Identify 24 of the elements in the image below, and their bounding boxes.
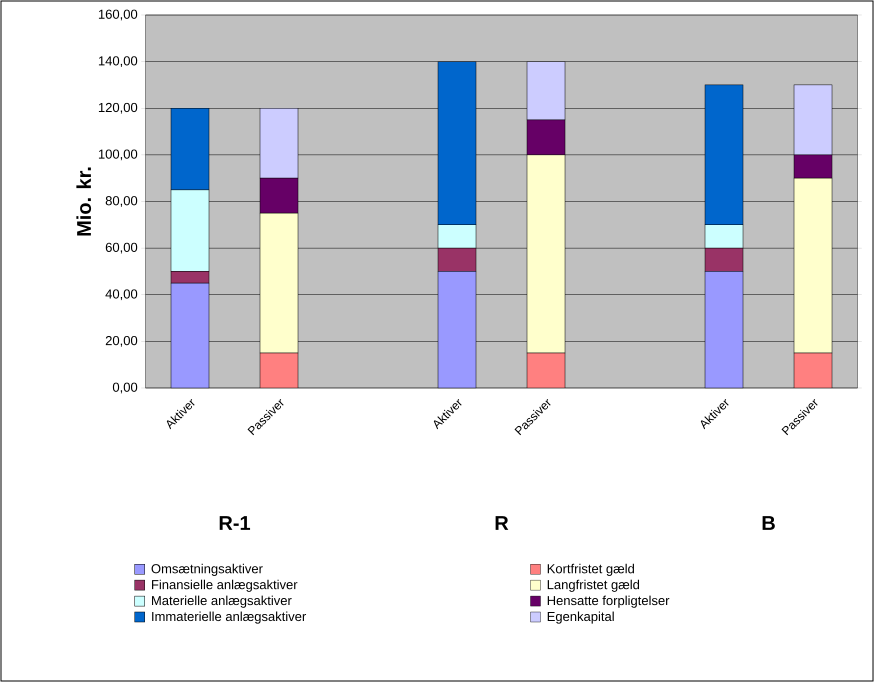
text: R — [496, 516, 508, 530]
legend-label: Finansielle anlægsaktiver — [152, 580, 298, 592]
legend-label: Kortfristet gæld — [548, 564, 634, 576]
y-tick-label: 40,00 — [105, 289, 138, 300]
y-tick-label: 160,00 — [98, 10, 138, 20]
y-tick-label: 20,00 — [106, 336, 138, 347]
bar — [794, 352, 832, 388]
y-tick-label: 140,00 — [98, 56, 138, 67]
text: B — [762, 516, 775, 530]
legend-label: Langfristet gæld — [548, 580, 640, 592]
y-axis-title: Mio. kr. — [76, 167, 92, 236]
legend-label: Omsætningsaktiver — [152, 564, 263, 576]
bar — [260, 352, 298, 388]
legend-label: Hensatte forpligtelser — [548, 596, 670, 608]
legend-label: Egenkapital — [548, 612, 614, 624]
y-tick-label: 120,00 — [98, 102, 138, 114]
y-tick-label: 60,00 — [106, 242, 138, 254]
y-tick-label: 80,00 — [106, 196, 138, 207]
y-tick-label: 0,00 — [112, 382, 138, 394]
y-tick-label: 100,00 — [98, 149, 138, 160]
bar — [526, 352, 566, 388]
legend-label: Immaterielle anlægsaktiver — [152, 612, 306, 624]
legend-label: Materielle anlægsaktiver — [152, 596, 292, 608]
text: R-1 — [220, 516, 250, 530]
